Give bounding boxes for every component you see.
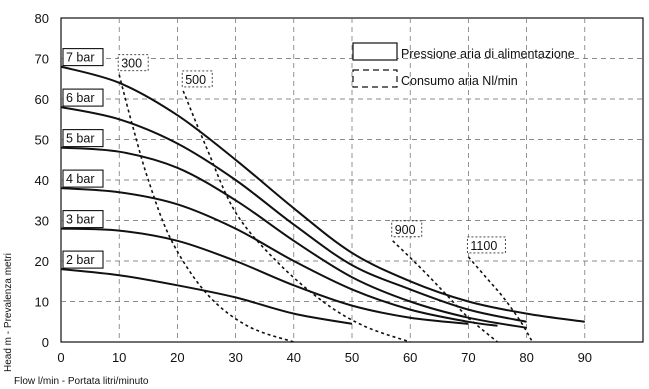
pressure-label-box (62, 210, 104, 229)
x-tick-label: 90 (578, 350, 592, 365)
pressure-label-text: 2 bar (66, 253, 95, 267)
y-tick-label: 30 (35, 214, 49, 229)
y-tick-label: 40 (35, 173, 49, 188)
pressure-label-5-bar: 5 bar (62, 129, 104, 148)
legend-solid-swatch (352, 42, 398, 61)
x-tick-label: 60 (403, 350, 417, 365)
air-consumption-curves: 300 500 900 1100 (117, 54, 534, 343)
air-label-300: 300 (117, 54, 149, 72)
legend-dashed-swatch (352, 69, 398, 88)
y-tick-label: 10 (35, 295, 49, 310)
y-tick-label: 70 (35, 52, 49, 67)
x-tick-label: 40 (287, 350, 301, 365)
air-label-text: 1100 (470, 239, 497, 253)
air-label-box (391, 220, 423, 238)
pressure-label-box (62, 129, 104, 148)
y-tick-labels: 0 10 20 30 40 50 60 70 80 (35, 11, 49, 350)
pressure-curve-4-bar (60, 187, 498, 327)
pressure-label-2-bar: 2 bar (62, 250, 104, 269)
legend-label-pressure: Pressione aria di alimentazione (401, 47, 575, 61)
x-tick-label: 10 (112, 350, 126, 365)
pressure-label-3-bar: 3 bar (62, 210, 104, 229)
x-tick-label: 80 (519, 350, 533, 365)
x-tick-label: 0 (57, 350, 64, 365)
pressure-label-text: 3 bar (66, 213, 95, 227)
y-tick-label: 0 (42, 335, 49, 350)
air-label-900: 900 (391, 220, 423, 238)
x-tick-labels: 0 10 20 30 40 50 60 70 80 90 (57, 350, 592, 365)
pressure-curve-5-bar (60, 146, 527, 329)
air-label-box (117, 54, 149, 72)
x-axis-label: Flow l/min - Portata litri/minuto (14, 376, 149, 387)
y-tick-label: 50 (35, 133, 49, 148)
y-axis-label: Head m - Prevalenza metri (3, 253, 14, 372)
air-label-text: 300 (121, 57, 142, 71)
pressure-label-box (62, 169, 104, 188)
air-label-box (181, 70, 213, 88)
pressure-label-box (62, 88, 104, 107)
x-tick-label: 50 (345, 350, 359, 365)
x-tick-label: 30 (228, 350, 242, 365)
pressure-label-4-bar: 4 bar (62, 169, 104, 188)
air-label-text: 500 (185, 73, 206, 87)
pressure-label-box (62, 48, 104, 67)
y-tick-label: 20 (35, 254, 49, 269)
y-tick-label: 60 (35, 92, 49, 107)
y-tick-label: 80 (35, 11, 49, 26)
pressure-curve-6-bar (60, 106, 527, 323)
x-tick-label: 70 (461, 350, 475, 365)
legend: Pressione aria di alimentazione Consumo … (352, 42, 575, 88)
legend-label-air: Consumo aria Nl/min (401, 74, 518, 88)
pressure-label-box (62, 250, 104, 269)
pressure-curve-7-bar (60, 65, 585, 323)
air-label-text: 900 (395, 223, 416, 237)
pressure-label-7-bar: 7 bar (62, 48, 104, 67)
air-curve-1100 (467, 256, 534, 343)
grid (61, 18, 643, 342)
air-label-1100: 1100 (466, 236, 506, 254)
air-label-500: 500 (181, 70, 213, 88)
x-tick-label: 20 (170, 350, 184, 365)
pressure-label-text: 7 bar (66, 51, 95, 65)
pressure-label-text: 5 bar (66, 132, 95, 146)
pressure-label-text: 6 bar (66, 91, 95, 105)
air-curve-900 (392, 240, 499, 343)
air-curve-300 (118, 74, 295, 343)
pressure-curve-3-bar (60, 227, 469, 325)
pressure-label-text: 4 bar (66, 172, 95, 186)
pressure-curves: 7 bar 6 bar 5 bar 4 bar 3 bar 2 bar (60, 48, 585, 329)
pressure-label-6-bar: 6 bar (62, 88, 104, 107)
pressure-curve-2-bar (60, 268, 353, 325)
air-label-box (466, 236, 506, 254)
air-curve-500 (182, 90, 411, 343)
